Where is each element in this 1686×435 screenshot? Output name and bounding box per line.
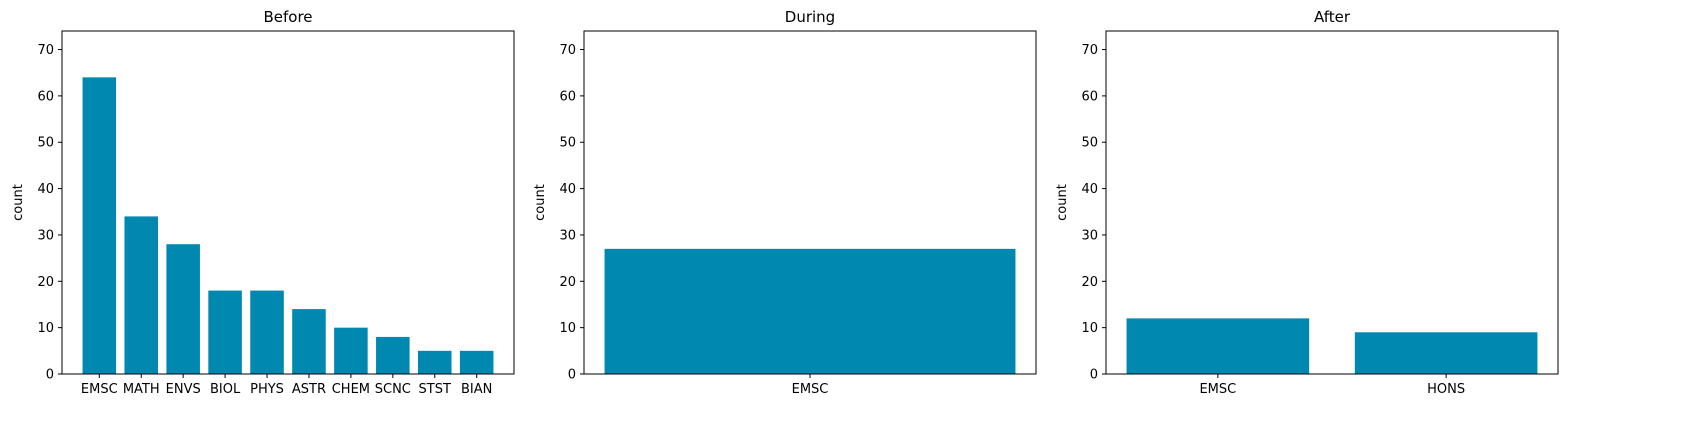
x-tick-label-emsc: EMSC (81, 382, 118, 397)
bar-stst (417, 350, 452, 374)
y-tick-label: 60 (559, 89, 576, 104)
bar-emsc (1126, 318, 1310, 374)
x-tick-label-math: MATH (123, 382, 160, 397)
y-tick-label: 50 (1081, 136, 1098, 151)
y-tick-label: 40 (559, 182, 576, 197)
y-tick-label: 50 (559, 136, 576, 151)
x-tick-label-stst: STST (419, 382, 451, 397)
bar-emsc (604, 248, 1016, 374)
y-tick-label: 60 (37, 89, 54, 104)
bar-biol (208, 290, 242, 374)
bar-scnc (376, 336, 410, 374)
y-tick-label: 0 (568, 368, 576, 383)
chart-panel-2: 0 10 20 30 40 50 60 70 EMSC count During (533, 8, 1037, 397)
bar-bian (459, 350, 494, 374)
x-tick-label-hons: HONS (1427, 382, 1465, 397)
x-tick-label-scnc: SCNC (375, 382, 411, 397)
y-axis-label: count (1055, 184, 1070, 221)
y-tick-label: 20 (1081, 275, 1098, 290)
chart-title: Before (263, 8, 312, 26)
y-tick-label: 70 (37, 43, 54, 58)
y-tick-label: 10 (1081, 321, 1098, 336)
chart-panel-1: 0 10 20 30 40 50 60 70 EMSC MATH ENVS BIOL PHYS ASTR C… (11, 8, 515, 397)
y-tick-label: 40 (37, 182, 54, 197)
y-tick-label: 20 (559, 275, 576, 290)
x-tick-label-emsc: EMSC (1199, 382, 1236, 397)
bar-math (124, 216, 159, 374)
x-tick-label-phys: PHYS (250, 382, 284, 397)
x-tick-label-astr: ASTR (292, 382, 326, 397)
y-tick-label: 10 (37, 321, 54, 336)
bar-astr (292, 309, 326, 374)
bar-chem (334, 327, 368, 374)
bar-emsc (82, 77, 117, 374)
y-tick-label: 0 (46, 368, 54, 383)
chart-title: During (785, 8, 835, 26)
y-tick-label: 50 (37, 136, 54, 151)
y-tick-label: 60 (1081, 89, 1098, 104)
y-tick-label: 0 (1090, 368, 1098, 383)
bar-hons (1354, 332, 1538, 374)
x-tick-label-biol: BIOL (210, 382, 241, 397)
x-tick-label-envs: ENVS (166, 382, 201, 397)
y-tick-label: 70 (559, 43, 576, 58)
y-tick-label: 10 (559, 321, 576, 336)
y-tick-label: 30 (1081, 228, 1098, 243)
chart-panel-3: 0 10 20 30 40 50 60 70 EMSC HONS count After (1055, 8, 1559, 397)
y-tick-label: 30 (559, 228, 576, 243)
bar-phys (250, 290, 284, 374)
y-tick-label: 20 (37, 275, 54, 290)
bar-envs (166, 244, 200, 374)
y-tick-label: 70 (1081, 43, 1098, 58)
x-tick-label-chem: CHEM (332, 382, 370, 397)
x-tick-label-bian: BIAN (461, 382, 492, 397)
chart-title: After (1314, 8, 1351, 26)
y-tick-label: 30 (37, 228, 54, 243)
y-axis-label: count (533, 184, 548, 221)
y-tick-label: 40 (1081, 182, 1098, 197)
plot-frame (61, 30, 515, 375)
plot-frame (1105, 30, 1559, 375)
x-tick-label-emsc: EMSC (792, 382, 829, 397)
y-axis-label: count (11, 184, 26, 221)
